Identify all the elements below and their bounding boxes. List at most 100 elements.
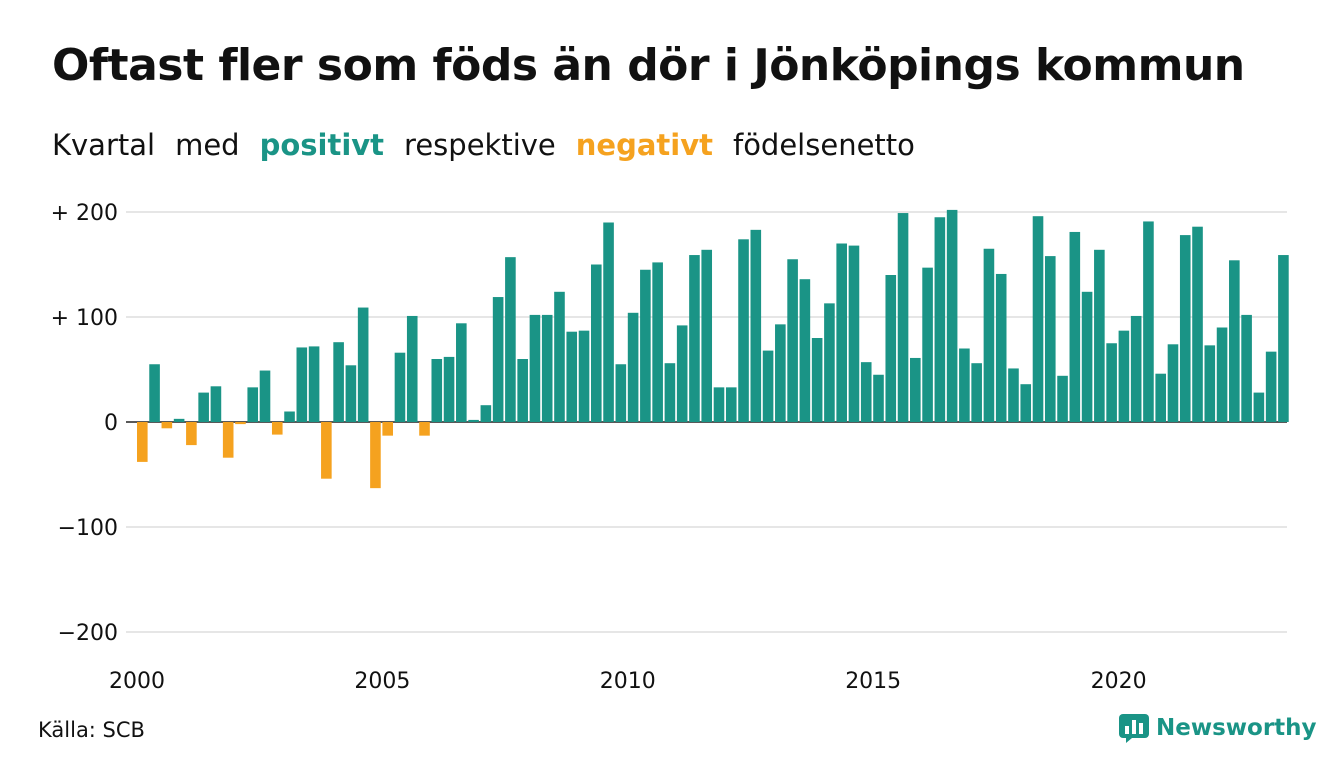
bar [1020, 384, 1032, 422]
bar [406, 315, 418, 422]
bar [885, 275, 897, 422]
bar [1008, 368, 1019, 422]
bar [186, 422, 197, 446]
x-tick-label: 2010 [600, 669, 656, 694]
bar [505, 257, 516, 422]
bar [627, 312, 639, 422]
bar [1204, 345, 1216, 422]
bar [713, 387, 725, 422]
bar [676, 325, 688, 422]
bar [959, 348, 970, 422]
bar [271, 422, 283, 435]
bar [799, 279, 811, 422]
chart-title: Oftast fler som föds än dör i Jönköpings… [52, 40, 1245, 91]
bar [333, 342, 344, 422]
bar [603, 222, 614, 422]
bar [308, 346, 320, 422]
bar [517, 359, 528, 422]
bar [1032, 216, 1044, 422]
bar [357, 307, 369, 422]
bar [983, 248, 995, 422]
newsworthy-logo-icon [1119, 714, 1149, 743]
bar [910, 357, 921, 422]
bar [1229, 260, 1240, 422]
x-tick-label: 2000 [109, 669, 165, 694]
bar [578, 330, 590, 422]
bar [701, 249, 713, 422]
bar [1216, 327, 1228, 422]
bar [824, 303, 835, 422]
subtitle-positive: positivt [259, 128, 385, 162]
bar [443, 356, 455, 422]
y-tick-label: 0 [104, 411, 118, 436]
bar [640, 269, 651, 422]
bar [848, 245, 860, 422]
bar [198, 392, 209, 422]
y-tick-label: −200 [58, 621, 118, 646]
brand-name: Newsworthy [1156, 715, 1317, 741]
bar [1106, 343, 1117, 422]
bar [1143, 221, 1154, 422]
bar [750, 229, 762, 422]
bar [173, 418, 185, 422]
bar [394, 352, 406, 422]
bar [738, 239, 749, 422]
bar [431, 359, 443, 422]
bar [235, 422, 246, 425]
bar [725, 387, 737, 422]
subtitle-negative: negativt [575, 128, 713, 162]
bar [161, 422, 173, 429]
bar [1278, 255, 1289, 422]
bar [971, 363, 982, 422]
bar [345, 365, 357, 422]
bar [1057, 375, 1068, 422]
bar [1241, 314, 1252, 422]
bar [1192, 226, 1203, 422]
bar [689, 255, 700, 422]
bar [137, 422, 148, 462]
bar [1118, 330, 1130, 422]
y-tick-label: + 200 [51, 201, 118, 226]
y-tick-label: −100 [58, 516, 118, 541]
bar [1069, 231, 1081, 422]
bar [222, 422, 234, 458]
bar [259, 370, 271, 422]
bar [468, 419, 479, 422]
brand-logo: Newsworthy [1118, 712, 1317, 744]
bar [995, 273, 1007, 422]
bar [1130, 315, 1142, 422]
x-tick-label: 2015 [845, 669, 901, 694]
bar [480, 405, 492, 422]
source-note: Källa: SCB [38, 718, 145, 742]
bar [1167, 344, 1179, 422]
bar [1044, 256, 1056, 422]
subtitle-part-3: respektive [404, 128, 556, 162]
bar [1094, 249, 1105, 422]
subtitle-part-2: med [175, 128, 240, 162]
bar [946, 209, 958, 422]
bar [811, 338, 823, 422]
bar [149, 364, 160, 422]
bar [762, 350, 774, 422]
subtitle-part-4: födelsenetto [732, 128, 915, 162]
bar [554, 291, 565, 422]
bar [652, 262, 663, 422]
bar [210, 386, 222, 422]
bar [382, 422, 393, 436]
bar [284, 411, 295, 422]
x-tick-label: 2020 [1091, 669, 1147, 694]
bar [456, 323, 467, 422]
bar [247, 387, 259, 422]
bar [1265, 351, 1277, 422]
bar [873, 374, 884, 422]
bar [1179, 235, 1191, 422]
bar [529, 314, 541, 422]
bar [492, 297, 504, 422]
bar [836, 243, 847, 422]
bar-chart: + 200 + 100 0 −100 −200 2000 2005 2010 2015 2020 [51, 201, 1289, 694]
bar [370, 422, 381, 489]
bar [934, 217, 946, 422]
bar [321, 422, 332, 479]
bar [296, 347, 308, 422]
bar [787, 259, 798, 422]
